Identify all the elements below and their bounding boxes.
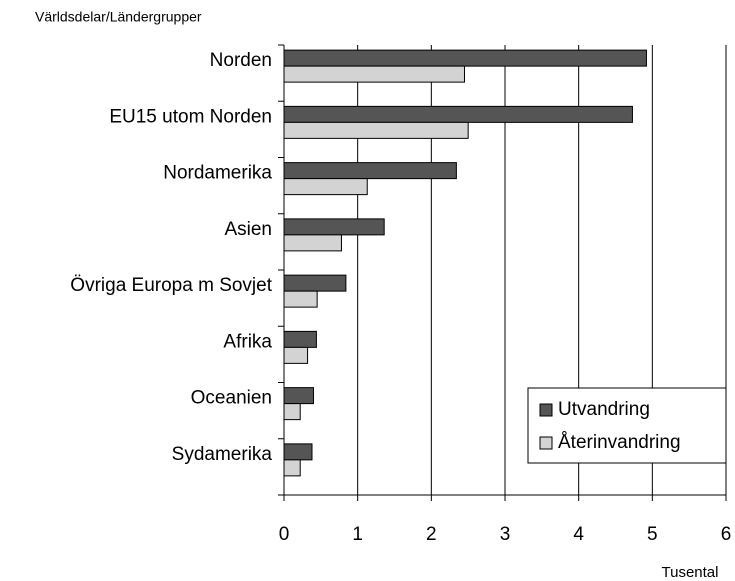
x-axis-label: Tusental xyxy=(662,564,719,581)
x-tick-label: 4 xyxy=(573,524,584,545)
y-tick-label: Sydamerika xyxy=(172,444,273,465)
y-tick-label: Nordamerika xyxy=(163,163,272,184)
y-tick-label: EU15 utom Norden xyxy=(109,106,272,127)
x-tick-label: 3 xyxy=(500,524,511,545)
bar xyxy=(283,218,385,236)
x-tick-label: 1 xyxy=(352,524,363,545)
bar xyxy=(283,346,309,364)
bar xyxy=(283,443,313,461)
y-tick-label: Övriga Europa m Sovjet xyxy=(70,275,272,296)
x-tick-label: 0 xyxy=(279,524,290,545)
x-tick-label: 5 xyxy=(647,524,658,545)
chart-subtitle: Världsdelar/Ländergrupper xyxy=(35,9,202,25)
y-tick-label: Norden xyxy=(210,50,272,71)
legend-label: Återinvandring xyxy=(558,432,681,453)
legend-label: Utvandring xyxy=(558,399,650,420)
bar xyxy=(283,121,469,139)
legend-swatch xyxy=(539,436,553,450)
x-tick-label: 2 xyxy=(426,524,437,545)
y-tick-label: Afrika xyxy=(223,331,272,352)
bar xyxy=(283,65,465,83)
bar xyxy=(283,290,318,308)
y-tick-label: Asien xyxy=(224,219,272,240)
legend-swatch xyxy=(539,403,553,417)
bar xyxy=(283,274,347,292)
y-tick-label: Oceanien xyxy=(191,388,272,409)
bar xyxy=(283,49,647,67)
bar xyxy=(283,387,314,405)
bar xyxy=(283,105,633,123)
bar xyxy=(283,178,368,196)
legend-box xyxy=(527,387,727,464)
bar xyxy=(283,459,301,477)
bar xyxy=(283,162,457,180)
bar xyxy=(283,403,301,421)
x-tick-label: 6 xyxy=(721,524,732,545)
bar xyxy=(283,234,342,252)
bar xyxy=(283,330,317,348)
